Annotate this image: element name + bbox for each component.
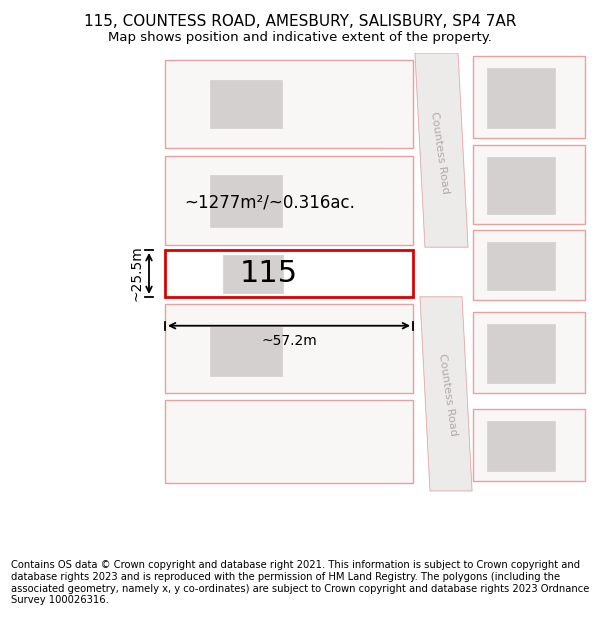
Bar (165, 250, 413, 297)
Text: ~57.2m: ~57.2m (261, 334, 317, 348)
Bar (210, 327, 282, 376)
Bar (165, 156, 413, 245)
Text: Contains OS data © Crown copyright and database right 2021. This information is : Contains OS data © Crown copyright and d… (11, 561, 589, 605)
Text: Map shows position and indicative extent of the property.: Map shows position and indicative extent… (108, 31, 492, 44)
Polygon shape (415, 53, 468, 247)
Bar (165, 401, 413, 483)
Bar (165, 304, 413, 393)
Bar (487, 242, 555, 290)
Bar (473, 312, 585, 393)
Text: Countess Road: Countess Road (429, 111, 451, 194)
Bar (223, 255, 283, 293)
Bar (210, 80, 282, 128)
Bar (473, 409, 585, 481)
Text: ~25.5m: ~25.5m (129, 246, 143, 301)
Text: 115: 115 (240, 259, 298, 288)
Text: 115, COUNTESS ROAD, AMESBURY, SALISBURY, SP4 7AR: 115, COUNTESS ROAD, AMESBURY, SALISBURY,… (84, 14, 516, 29)
Bar (487, 421, 555, 471)
Bar (473, 56, 585, 138)
Text: Countess Road: Countess Road (437, 352, 459, 436)
Bar (487, 324, 555, 383)
Bar (487, 68, 555, 128)
Bar (487, 157, 555, 214)
Polygon shape (420, 297, 472, 491)
Bar (473, 230, 585, 300)
Bar (473, 144, 585, 224)
Text: ~1277m²/~0.316ac.: ~1277m²/~0.316ac. (185, 193, 355, 211)
Bar (210, 176, 282, 228)
Bar (165, 60, 413, 148)
